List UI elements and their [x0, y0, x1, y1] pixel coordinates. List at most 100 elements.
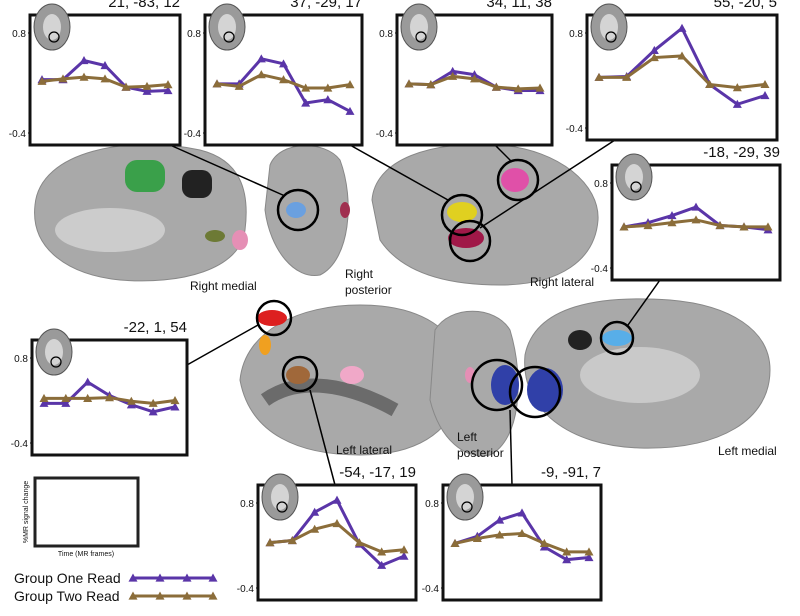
region-label: posterior [457, 446, 504, 460]
point-marker [649, 53, 659, 62]
region-label: Left medial [718, 444, 777, 458]
x-axis-label: Time (MR frames) [58, 551, 114, 558]
thumbnail-ring [50, 356, 62, 368]
point-marker [170, 396, 180, 405]
point-marker [121, 82, 131, 91]
point-marker [739, 222, 749, 231]
point-marker [345, 106, 355, 115]
point-marker [470, 74, 479, 83]
point-marker [763, 222, 773, 231]
thumbnail-core [625, 164, 643, 190]
point-marker [677, 23, 687, 32]
point-marker [212, 79, 222, 88]
point-marker [399, 545, 409, 554]
panel-title: 34, 11, 38 [486, 0, 552, 11]
point-marker [105, 393, 114, 402]
legend-marker [155, 573, 165, 582]
point-marker [760, 79, 770, 89]
thumbnail-ring [605, 31, 617, 43]
point-marker [732, 83, 742, 92]
point-marker [450, 538, 460, 547]
point-marker [58, 74, 68, 83]
point-marker [715, 221, 725, 230]
point-marker [691, 202, 701, 211]
point-marker [594, 72, 604, 81]
point-marker [100, 61, 110, 70]
point-marker [301, 83, 311, 92]
region-label: Left [457, 430, 478, 444]
point-marker [667, 211, 677, 220]
point-marker [170, 402, 180, 411]
point-marker [234, 81, 244, 90]
point-marker [470, 70, 479, 79]
y-tick-label: -0.4 [591, 264, 609, 275]
thumbnail-ring [630, 181, 642, 193]
point-marker [404, 79, 414, 88]
thumbnail-core [271, 484, 289, 510]
thumbnail-core [410, 14, 428, 40]
y-tick-label: -0.4 [9, 129, 27, 140]
panel-title: -54, -17, 19 [339, 464, 416, 481]
y-tick-label: -0.4 [376, 129, 394, 140]
region-label: posterior [345, 283, 392, 297]
point-marker [377, 560, 387, 569]
point-marker [256, 70, 266, 79]
point-marker [517, 528, 527, 538]
thumbnail-core [600, 14, 618, 40]
point-marker [622, 72, 632, 81]
point-marker [649, 45, 659, 55]
region-label: Right lateral [530, 275, 594, 289]
legend-marker [128, 573, 138, 582]
legend-marker [155, 591, 165, 600]
point-marker [448, 66, 458, 75]
point-marker [677, 51, 687, 60]
point-marker [148, 398, 158, 407]
point-marker [279, 59, 288, 68]
panel-title: -22, 1, 54 [124, 319, 187, 336]
y-tick-label: -0.4 [184, 129, 202, 140]
point-marker [163, 86, 173, 95]
point-marker [126, 396, 136, 405]
panel-title: -9, -91, 7 [541, 464, 601, 481]
point-marker [491, 82, 501, 91]
point-marker [513, 84, 523, 93]
point-marker [495, 530, 505, 539]
point-marker [399, 551, 409, 560]
y-tick-label: -0.4 [566, 124, 584, 135]
thumbnail-ring [48, 31, 60, 43]
region-label: Left lateral [336, 443, 392, 457]
point-marker [448, 71, 458, 80]
point-marker [39, 398, 49, 407]
thumbnail-core [218, 14, 236, 40]
point-marker [79, 56, 89, 65]
legend-marker [208, 591, 218, 600]
point-marker [323, 95, 333, 104]
point-marker [265, 538, 275, 547]
panel-title: -18, -29, 39 [703, 144, 780, 161]
point-marker [345, 80, 355, 89]
point-marker [732, 99, 742, 108]
y-tick-label: 0.8 [12, 29, 26, 40]
point-marker [163, 80, 173, 89]
point-marker [39, 393, 49, 402]
point-marker [256, 54, 266, 63]
legend: Group One Read Group Two Read [14, 570, 218, 604]
legend-label: Group Two Read [14, 588, 120, 604]
y-tick-label: 0.8 [425, 499, 439, 510]
point-marker [760, 91, 770, 100]
point-marker [100, 74, 110, 83]
point-marker [535, 83, 545, 92]
y-tick-label: -0.4 [11, 439, 29, 450]
legend-marker [182, 591, 192, 600]
point-marker [517, 508, 527, 517]
y-tick-label: 0.8 [14, 354, 28, 365]
panel-title: 37, -29, 17 [290, 0, 362, 11]
y-tick-label: 0.8 [379, 29, 393, 40]
point-marker [61, 398, 71, 407]
point-marker [495, 515, 505, 524]
point-marker [584, 547, 594, 556]
point-marker [83, 393, 93, 402]
thumbnail-ring [223, 31, 235, 43]
point-marker [301, 98, 311, 107]
thumbnail-core [43, 14, 61, 40]
